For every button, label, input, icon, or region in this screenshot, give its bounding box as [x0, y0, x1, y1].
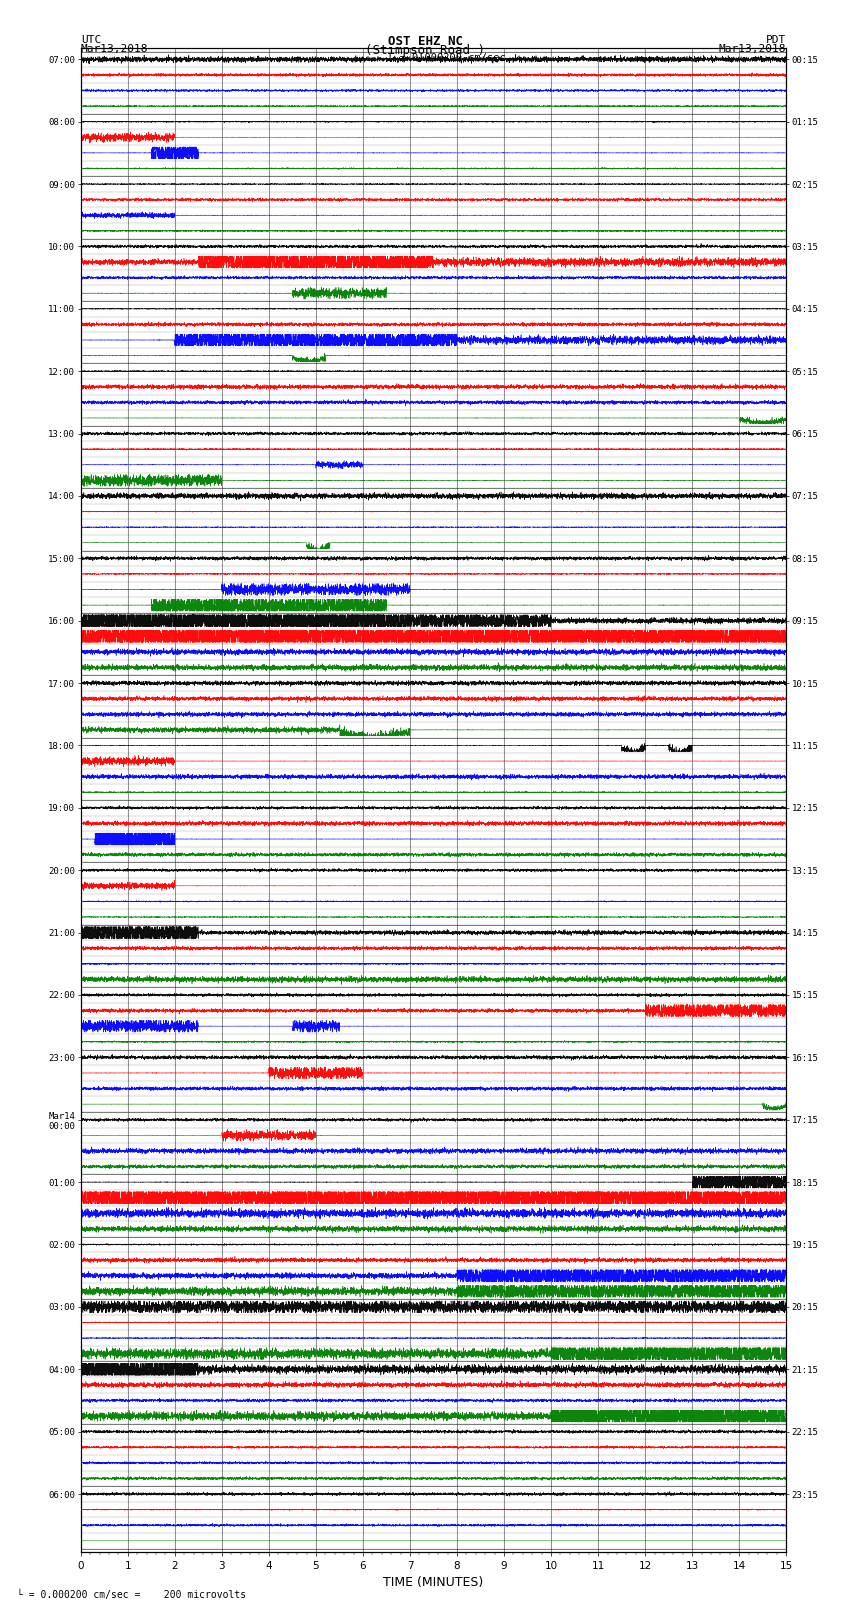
Text: Mar13,2018: Mar13,2018	[81, 44, 148, 53]
Text: OST EHZ NC: OST EHZ NC	[388, 35, 462, 48]
Text: (Stimpson Road ): (Stimpson Road )	[365, 44, 485, 56]
Text: └ = 0.000200 cm/sec =    200 microvolts: └ = 0.000200 cm/sec = 200 microvolts	[17, 1590, 246, 1600]
Text: UTC: UTC	[81, 35, 101, 45]
Text: Mar13,2018: Mar13,2018	[719, 44, 786, 53]
Text: PDT: PDT	[766, 35, 786, 45]
Text: I = 0.000200 cm/sec: I = 0.000200 cm/sec	[387, 53, 506, 63]
X-axis label: TIME (MINUTES): TIME (MINUTES)	[383, 1576, 484, 1589]
